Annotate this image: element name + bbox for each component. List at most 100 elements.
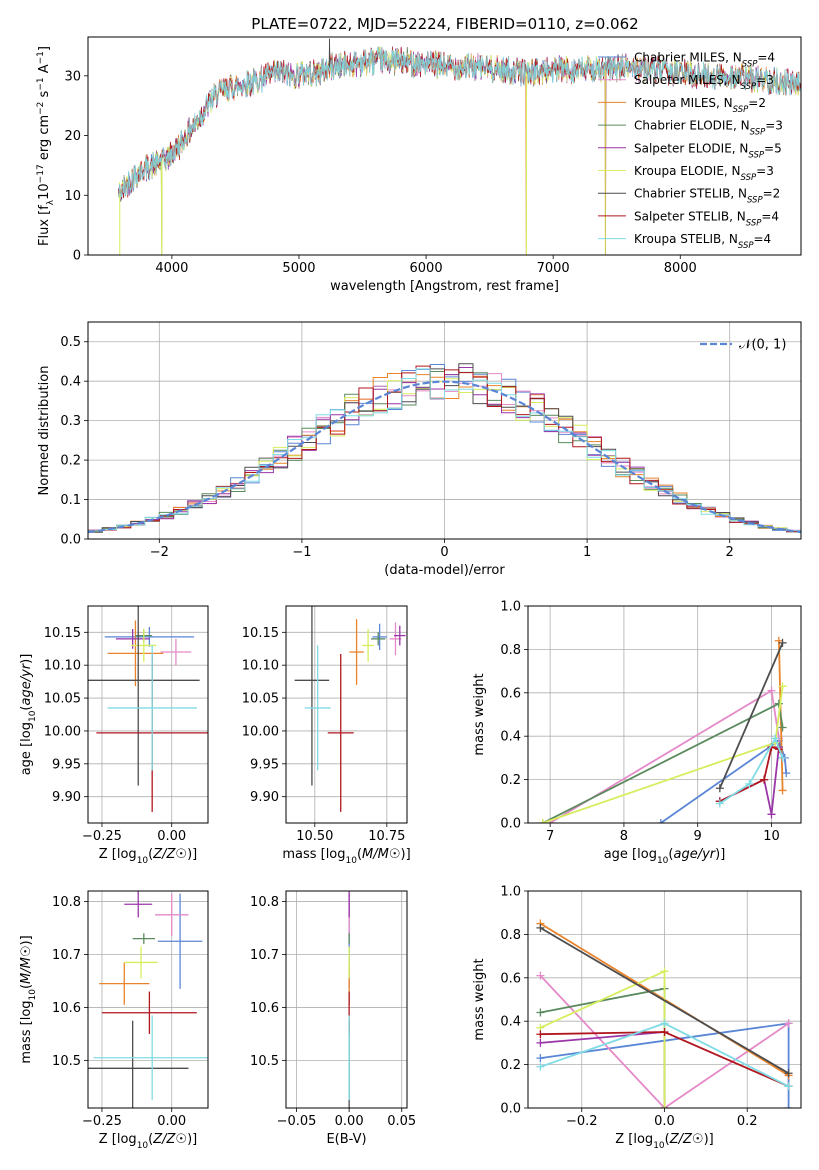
weight-vs-z-marker xyxy=(536,1008,545,1017)
weight-vs-age-ytick-label: 0.4 xyxy=(500,730,521,745)
weight-vs-age-marker xyxy=(774,699,783,708)
mass-vs-z-frame xyxy=(87,890,209,1109)
figure-title: PLATE=0722, MJD=52224, FIBERID=0110, z=0… xyxy=(251,15,638,33)
weight-vs-age-plot-area xyxy=(538,636,791,823)
weight-vs-age-marker xyxy=(778,638,787,647)
weight-vs-z-ytick-label: 0.0 xyxy=(500,1102,521,1117)
weight-vs-z-marker xyxy=(784,1082,793,1091)
weight-vs-z-marker xyxy=(784,1104,793,1108)
weight-vs-z-marker xyxy=(660,1028,669,1037)
weight-vs-age-marker xyxy=(745,779,754,788)
weight-vs-age-marker xyxy=(778,723,787,732)
age-vs-z-ytick-label: 10.10 xyxy=(44,659,81,674)
mass-vs-z-ytick-label: 10.6 xyxy=(52,1001,81,1016)
age-vs-mass-frame xyxy=(285,605,408,824)
residuals-xtick-label: 0 xyxy=(440,545,448,560)
residuals-ytick-label: 0.1 xyxy=(60,493,81,508)
legend-entry: Kroupa MILES, NSSP=2 xyxy=(634,96,766,115)
mass-vs-ebv-ytick-label: 10.6 xyxy=(250,1001,279,1016)
residual-legend-label: 𝒩(0, 1) xyxy=(739,338,786,353)
age-vs-z-xtick-label: 0.00 xyxy=(157,829,186,844)
residuals-xtick-label: 2 xyxy=(726,545,734,560)
weight-vs-age-ytick-label: 1.0 xyxy=(500,600,521,615)
weight-vs-z-marker xyxy=(536,971,545,980)
weight-vs-z-marker xyxy=(536,923,545,932)
age-vs-z-ytick-label: 10.00 xyxy=(44,724,81,739)
legend-entry: Chabrier ELODIE, NSSP=3 xyxy=(634,119,783,138)
weight-vs-z-ytick-label: 0.4 xyxy=(500,1015,521,1030)
weight-vs-z-marker xyxy=(536,1054,545,1063)
spectrum-ylabel: Flux [fλ10−17 erg cm−2 s−1 A−1] xyxy=(36,46,56,246)
residuals-xlabel: (data-model)/error xyxy=(384,563,505,578)
age-vs-z-ytick-label: 9.90 xyxy=(52,790,81,805)
mass-vs-ebv-frame xyxy=(285,890,408,1109)
weight-vs-z-series-chabrier-stelib xyxy=(539,927,790,1075)
weight-vs-age-xlabel: age [log10(age/yr)] xyxy=(604,847,726,866)
mass-vs-ebv-xtick-label: −0.05 xyxy=(277,1114,317,1129)
age-vs-mass-ytick-label: 9.95 xyxy=(250,757,279,772)
spectrum-xtick-label: 7000 xyxy=(537,261,570,276)
weight-vs-z-ytick-label: 0.6 xyxy=(500,971,521,986)
weight-vs-z-marker xyxy=(536,1030,545,1039)
weight-vs-z-frame xyxy=(527,890,802,1109)
weight-vs-z-marker xyxy=(660,1019,669,1028)
weight-vs-z-xtick-label: 0.0 xyxy=(654,1114,675,1129)
legend-entry: Chabrier MILES, NSSP=4 xyxy=(634,51,775,70)
spectrum-xtick-label: 8000 xyxy=(664,261,697,276)
weight-vs-age-marker xyxy=(767,810,776,819)
age-vs-mass-ytick-label: 10.05 xyxy=(242,692,279,707)
age-vs-mass-xtick-label: 10.50 xyxy=(296,829,333,844)
weight-vs-z-marker xyxy=(660,967,669,976)
weight-vs-age-ytick-label: 0.6 xyxy=(500,686,521,701)
age-vs-mass-ytick-label: 10.15 xyxy=(242,626,279,641)
spectrum-frame xyxy=(87,36,802,256)
spectrum-xlabel: wavelength [Angstrom, rest frame] xyxy=(330,279,559,294)
weight-vs-age-series-kroupa-stelib xyxy=(719,736,784,805)
spectrum-legend: Chabrier MILES, NSSP=4 Salpeter MILES, NS… xyxy=(598,51,783,251)
mass-vs-z-axes: −0.25 0.00 10.5 10.6 10.7 10.8 xyxy=(52,891,208,1129)
weight-vs-z-marker xyxy=(660,1104,669,1108)
weight-vs-z-ytick-label: 0.2 xyxy=(500,1058,521,1073)
age-vs-z-frame xyxy=(87,605,209,824)
weight-vs-z-marker xyxy=(536,1062,545,1071)
weight-vs-age-marker xyxy=(767,686,776,695)
weight-vs-z-xtick-label: 0.2 xyxy=(737,1114,758,1129)
weight-vs-age-marker xyxy=(715,784,724,793)
normal-reference-curve xyxy=(88,380,801,534)
age-vs-z-xlabel: Z [log10(Z/Z☉)] xyxy=(99,847,197,866)
weight-vs-age-marker xyxy=(771,734,780,743)
age-vs-z-ytick-label: 10.15 xyxy=(44,626,81,641)
weight-vs-z-marker xyxy=(784,1019,793,1028)
age-vs-mass-ytick-label: 10.00 xyxy=(242,724,279,739)
age-vs-z-ylabel: age [log10(age/yr)] xyxy=(19,654,38,776)
age-vs-mass-ytick-label: 10.10 xyxy=(242,659,279,674)
residuals-xtick-label: 1 xyxy=(583,545,591,560)
weight-vs-age-series-salpeter-stelib xyxy=(719,745,780,803)
weight-vs-age-frame xyxy=(527,605,802,824)
weight-vs-age-ytick-label: 0.8 xyxy=(500,643,521,658)
mass-vs-ebv-xtick-label: 0.00 xyxy=(335,1114,364,1129)
weight-vs-age-marker xyxy=(778,753,787,762)
weight-vs-age-marker xyxy=(778,682,787,691)
legend-entry: Kroupa ELODIE, NSSP=3 xyxy=(634,164,774,183)
weight-vs-z-marker xyxy=(784,1069,793,1078)
weight-vs-z-ylabel: mass weight xyxy=(472,958,487,1040)
legend-entry: Kroupa STELIB, NSSP=4 xyxy=(634,232,771,251)
weight-vs-age-xtick-label: 10 xyxy=(763,829,780,844)
weight-vs-age-ylabel: mass weight xyxy=(472,673,487,755)
age-vs-mass-xtick-label: 10.75 xyxy=(368,829,405,844)
weight-vs-z-ytick-label: 1.0 xyxy=(500,885,521,900)
age-vs-z-ytick-label: 10.05 xyxy=(44,692,81,707)
age-vs-mass-axes: 10.50 10.75 9.90 9.95 10.00 10.05 10.10 10.15 xyxy=(242,606,407,844)
weight-vs-z-marker xyxy=(536,1038,545,1047)
weight-vs-z-series-salpeter-miles xyxy=(539,974,790,1108)
age-vs-z-plot-area xyxy=(88,606,208,812)
spectrum-ytick-label: 30 xyxy=(64,69,81,84)
age-vs-z-axes: −0.25 0.00 9.90 9.95 10.00 10.05 10.10 10.15 xyxy=(44,606,208,844)
residuals-ylabel: Normed distribution xyxy=(37,366,52,496)
spectrum-axes: 4000 5000 6000 7000 8000 0 10 20 30 xyxy=(64,69,696,276)
legend-entry: Salpeter ELODIE, NSSP=5 xyxy=(634,141,782,160)
mass-vs-z-ylabel: mass [log10(M/M☉)] xyxy=(19,935,38,1063)
age-vs-mass-xlabel: mass [log10(M/M☉)] xyxy=(282,847,410,866)
